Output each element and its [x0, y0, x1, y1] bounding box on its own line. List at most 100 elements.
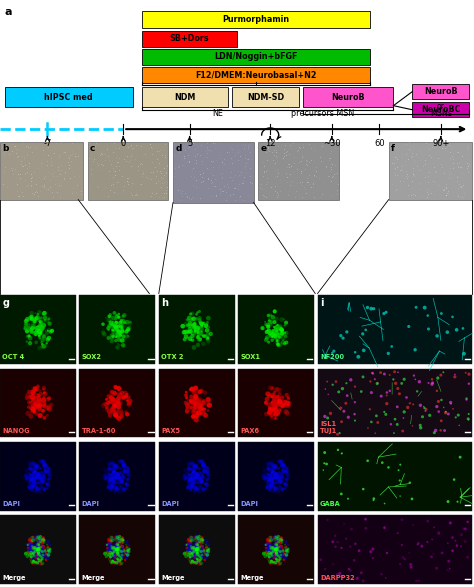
- Point: [381, 523, 388, 532]
- Point: [114, 473, 122, 482]
- Point: [118, 318, 126, 328]
- Point: [34, 472, 42, 481]
- Point: [35, 323, 43, 333]
- Point: [120, 461, 128, 470]
- Point: [206, 471, 213, 480]
- Point: [36, 333, 44, 343]
- Point: [194, 477, 201, 486]
- Point: [190, 399, 198, 408]
- Point: [184, 539, 191, 549]
- Point: [26, 470, 34, 479]
- Point: [280, 465, 287, 475]
- Point: [115, 471, 122, 480]
- Point: [45, 538, 52, 547]
- Point: [198, 471, 206, 480]
- Point: [267, 475, 275, 484]
- FancyBboxPatch shape: [79, 442, 155, 511]
- Point: [181, 335, 189, 344]
- Point: [44, 542, 52, 552]
- Point: [368, 417, 375, 427]
- Point: [23, 393, 30, 403]
- Point: [113, 318, 120, 327]
- Point: [193, 325, 201, 334]
- Point: [28, 402, 36, 411]
- Point: [193, 548, 201, 558]
- Point: [115, 335, 123, 345]
- Point: [192, 545, 200, 555]
- Point: [270, 322, 278, 332]
- Point: [183, 547, 191, 556]
- Point: [122, 407, 130, 417]
- Point: [36, 543, 44, 552]
- Point: [40, 404, 47, 414]
- Point: [269, 313, 277, 322]
- Point: [31, 476, 38, 485]
- Point: [110, 405, 118, 414]
- Point: [34, 545, 42, 555]
- Text: NeuroB: NeuroB: [424, 87, 457, 96]
- Point: [183, 321, 191, 330]
- Point: [265, 319, 273, 328]
- Point: [189, 469, 196, 478]
- Point: [369, 369, 377, 378]
- Point: [190, 479, 198, 488]
- Point: [111, 329, 118, 339]
- Point: [46, 394, 53, 403]
- Point: [44, 403, 52, 413]
- Point: [24, 409, 32, 418]
- Point: [195, 537, 202, 546]
- Point: [261, 540, 269, 549]
- Point: [103, 405, 111, 414]
- FancyBboxPatch shape: [412, 84, 469, 99]
- Point: [187, 533, 195, 542]
- Point: [27, 544, 35, 553]
- Point: [283, 476, 290, 485]
- Point: [112, 397, 120, 407]
- Point: [273, 472, 280, 481]
- Point: [274, 336, 282, 345]
- Point: [342, 534, 350, 544]
- Point: [108, 333, 116, 343]
- Point: [40, 461, 48, 470]
- Point: [406, 478, 414, 487]
- FancyBboxPatch shape: [173, 142, 254, 203]
- Point: [283, 338, 290, 348]
- Point: [275, 399, 283, 409]
- Point: [276, 467, 283, 477]
- Point: [379, 458, 386, 467]
- Point: [113, 325, 121, 334]
- Point: [27, 325, 35, 334]
- Point: [272, 403, 279, 412]
- Point: [186, 475, 194, 484]
- Point: [362, 325, 370, 335]
- Point: [186, 328, 193, 337]
- Point: [275, 386, 283, 395]
- Point: [277, 329, 285, 339]
- Point: [30, 388, 38, 397]
- Point: [127, 318, 134, 327]
- Point: [42, 460, 49, 470]
- Point: [112, 473, 119, 482]
- Point: [36, 327, 43, 336]
- Point: [115, 545, 123, 555]
- Point: [31, 556, 39, 566]
- Point: [115, 534, 122, 543]
- Point: [28, 480, 36, 489]
- Point: [24, 547, 32, 556]
- Point: [112, 402, 120, 411]
- Point: [22, 471, 30, 480]
- Point: [196, 404, 204, 413]
- Point: [108, 393, 115, 402]
- Point: [110, 473, 118, 482]
- Point: [271, 399, 279, 408]
- Point: [107, 318, 115, 328]
- Point: [398, 515, 406, 524]
- Point: [115, 472, 122, 481]
- Point: [34, 551, 42, 560]
- Point: [274, 398, 282, 407]
- Point: [36, 478, 43, 488]
- Point: [459, 324, 467, 333]
- Point: [26, 551, 33, 560]
- Point: [39, 550, 47, 559]
- Point: [29, 481, 37, 490]
